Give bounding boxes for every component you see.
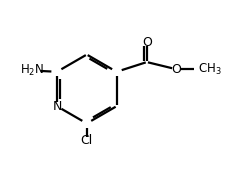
Text: O: O — [171, 63, 181, 76]
Text: N: N — [52, 100, 62, 113]
Text: H$_2$N: H$_2$N — [20, 63, 45, 78]
Text: CH$_3$: CH$_3$ — [198, 62, 221, 77]
Text: O: O — [142, 36, 152, 49]
Text: Cl: Cl — [81, 134, 93, 147]
